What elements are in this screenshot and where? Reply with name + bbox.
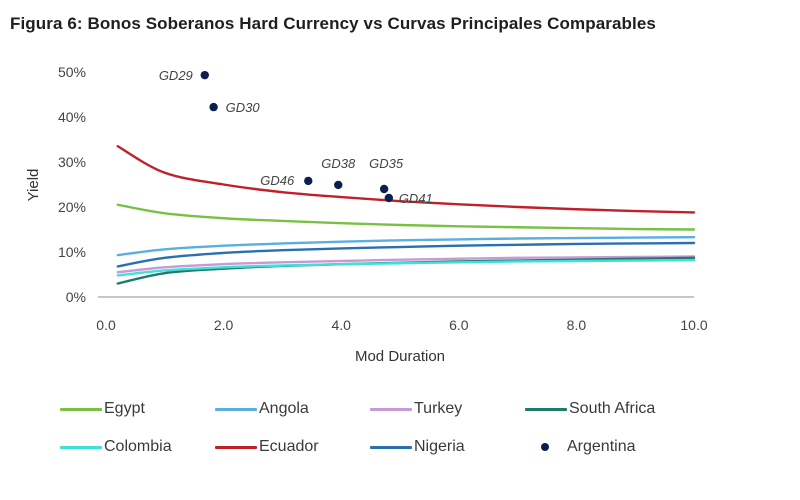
x-tick-label: 4.0: [331, 317, 351, 333]
legend-line-icon: [525, 407, 567, 411]
x-axis-ticks: 0.0 2.0 4.0 6.0 8.0 10.0: [96, 317, 708, 333]
series-line-nigeria: [116, 241, 696, 268]
x-tick-label: 0.0: [96, 317, 116, 333]
legend-line-icon: [60, 407, 102, 411]
chart-title: Figura 6: Bonos Soberanos Hard Currency …: [10, 14, 656, 33]
legend-label: Ecuador: [259, 438, 319, 455]
x-axis-label: Mod Duration: [355, 348, 445, 365]
legend-label: South Africa: [569, 400, 656, 417]
series-lines: [116, 145, 696, 285]
x-tick-label: 6.0: [449, 317, 469, 333]
legend-line-icon: [215, 407, 257, 411]
y-axis-ticks: 0% 10% 20% 30% 40% 50%: [58, 64, 86, 305]
legend-line-icon: [60, 445, 102, 449]
legend-dot-icon: [541, 443, 549, 451]
legend-item-turkey: Turkey: [370, 398, 525, 420]
legend-item-argentina: Argentina: [525, 436, 705, 458]
point-label-gd41: GD41: [399, 191, 433, 206]
legend-item-ecuador: Ecuador: [215, 436, 370, 458]
scatter-points: GD29 GD30 GD46 GD38 GD35 GD41: [159, 68, 433, 206]
series-line-angola: [116, 235, 696, 257]
legend-label: Nigeria: [414, 438, 465, 455]
legend-label: Egypt: [104, 400, 145, 417]
series-line-egypt: [116, 203, 696, 231]
point-gd35: [379, 184, 389, 194]
y-axis-label: Yield: [25, 169, 42, 202]
legend-line-icon: [215, 445, 257, 449]
legend-label: Angola: [259, 400, 309, 417]
x-tick-label: 10.0: [680, 317, 707, 333]
x-tick-label: 8.0: [567, 317, 587, 333]
y-tick-label: 30%: [58, 154, 86, 170]
y-tick-label: 40%: [58, 109, 86, 125]
legend-line-icon: [370, 445, 412, 449]
series-line-ecuador: [116, 145, 696, 214]
point-gd38: [334, 180, 343, 190]
point-label-gd46: GD46: [260, 173, 295, 188]
legend-label: Turkey: [414, 400, 463, 417]
point-label-gd38: GD38: [321, 156, 356, 171]
legend-item-angola: Angola: [215, 398, 370, 420]
y-tick-label: 20%: [58, 199, 86, 215]
legend-item-nigeria: Nigeria: [370, 436, 525, 458]
legend-item-colombia: Colombia: [60, 436, 215, 458]
point-label-gd35: GD35: [369, 156, 404, 171]
point-label-gd30: GD30: [226, 100, 261, 115]
y-tick-label: 0%: [66, 289, 86, 305]
legend-line-icon: [370, 407, 412, 411]
legend-label: Argentina: [567, 438, 636, 455]
point-gd29: [200, 70, 209, 80]
point-gd41: [384, 193, 394, 203]
legend-label: Colombia: [104, 438, 172, 455]
series-line-colombia: [116, 258, 696, 277]
x-tick-label: 2.0: [214, 317, 234, 333]
legend: Egypt Angola Turkey South Africa Colombia Ecu…: [60, 398, 760, 458]
series-line-turkey: [116, 255, 696, 274]
y-tick-label: 10%: [58, 244, 86, 260]
legend-item-south-africa: South Africa: [525, 398, 705, 420]
point-label-gd29: GD29: [159, 68, 193, 83]
y-tick-label: 50%: [58, 64, 86, 80]
point-gd46: [304, 176, 313, 186]
point-gd30: [209, 102, 218, 112]
chart-plot: 0% 10% 20% 30% 40% 50% 0.0 2.0 4.0 6.0 8.0 10.0 Yi…: [25, 64, 708, 365]
legend-item-egypt: Egypt: [60, 398, 215, 420]
